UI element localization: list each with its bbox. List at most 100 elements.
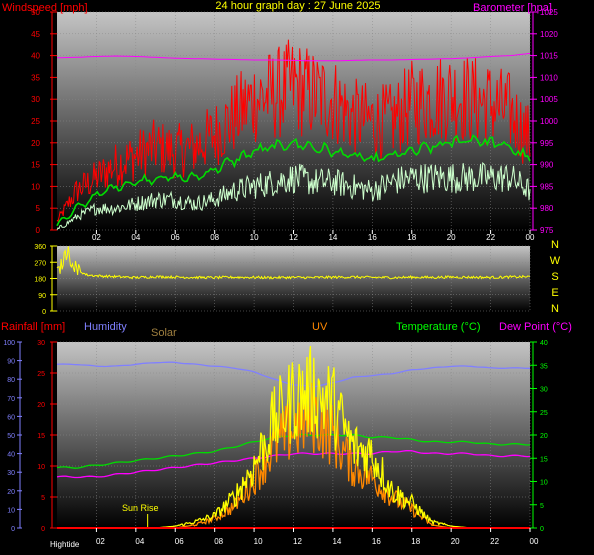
rain-y-tick-label: 5 bbox=[41, 495, 45, 502]
wind-series-baro bbox=[56, 52, 531, 62]
wind-y-tick-label: 10 bbox=[31, 182, 40, 191]
uv-axis-label: UV bbox=[312, 321, 328, 333]
wind-y-tick-label: 25 bbox=[31, 117, 40, 126]
weather-x-tick-label: 14 bbox=[332, 537, 341, 546]
solar-axis-label: Solar bbox=[151, 327, 177, 339]
direction-y-tick-label: 180 bbox=[34, 277, 46, 284]
wind-y-tick-label: 40 bbox=[31, 52, 40, 61]
direction-y-tick-label: 360 bbox=[34, 244, 46, 251]
temperature-y-tick-label: 0 bbox=[540, 526, 544, 533]
rain-y-tick-label: 0 bbox=[41, 526, 45, 533]
wind-y-tick-label: 50 bbox=[31, 8, 40, 17]
humidity-y-tick-label: 0 bbox=[11, 526, 15, 533]
wind-y-tick-label: 20 bbox=[31, 139, 40, 148]
wind-x-tick-label: 14 bbox=[328, 233, 337, 242]
humidity-y-tick-label: 60 bbox=[7, 414, 15, 421]
wind-x-ticks: 02 04 06 08 10 12 14 16 18 20 22 00 bbox=[92, 230, 535, 242]
rainfall-axis-label: Rainfall [mm] bbox=[1, 321, 65, 333]
temperature-y-tick-label: 25 bbox=[540, 410, 548, 417]
weather-x-tick-label: 12 bbox=[293, 537, 302, 546]
wind-x-tick-label: 10 bbox=[250, 233, 259, 242]
rain-y-tick-label: 10 bbox=[37, 464, 45, 471]
baro-y-tick-label: 985 bbox=[540, 182, 554, 191]
windspeed-axis-label: Windspeed [mph] bbox=[2, 2, 88, 14]
temperature-y-tick-label: 10 bbox=[540, 480, 548, 487]
temperature-y-tick-label: 15 bbox=[540, 456, 548, 463]
sunrise-annotation: Sun Rise bbox=[122, 503, 159, 513]
temperature-y-tick-label: 5 bbox=[540, 503, 544, 510]
rain-y-ticks: 0 5 10 15 20 25 30 bbox=[37, 340, 57, 533]
wind-x-tick-label: 00 bbox=[526, 233, 535, 242]
baro-y-tick-label: 975 bbox=[540, 226, 554, 235]
wind-x-tick-label: 18 bbox=[407, 233, 416, 242]
temperature-axis-label: Temperature (°C) bbox=[396, 321, 480, 333]
direction-letter: E bbox=[551, 287, 558, 299]
baro-y-ticks: 975 980 985 990 995 1000 1005 1010 1015 1020 1025 bbox=[530, 8, 558, 235]
wind-y-tick-label: 0 bbox=[36, 226, 41, 235]
humidity-y-tick-label: 90 bbox=[7, 359, 15, 366]
baro-y-tick-label: 1000 bbox=[540, 117, 558, 126]
wind-y-ticks: 0 5 10 15 20 25 30 35 40 45 50 bbox=[31, 8, 57, 235]
humidity-y-tick-label: 80 bbox=[7, 377, 15, 384]
wind-direction-series bbox=[56, 246, 530, 280]
weather-x-tick-label: 18 bbox=[411, 537, 420, 546]
temperature-y-tick-label: 20 bbox=[540, 433, 548, 440]
direction-letter: N bbox=[551, 239, 559, 251]
weather-x-tick-label: 16 bbox=[372, 537, 381, 546]
barometer-axis-label: Barometer [hpa] bbox=[473, 2, 552, 14]
rain-y-tick-label: 15 bbox=[37, 433, 45, 440]
rain-y-tick-label: 30 bbox=[37, 340, 45, 347]
wind-y-tick-label: 15 bbox=[31, 161, 40, 170]
wind-x-tick-label: 04 bbox=[131, 233, 140, 242]
weather-x-tick-label: 22 bbox=[490, 537, 499, 546]
temperature-y-tick-label: 30 bbox=[540, 387, 548, 394]
direction-letter: N bbox=[551, 303, 559, 315]
weather-x-tick-label: 10 bbox=[254, 537, 263, 546]
weather-x-ticks: 02 04 06 08 10 12 14 16 18 20 22 00 bbox=[95, 528, 539, 546]
wind-series-avg bbox=[56, 134, 531, 227]
wind-series bbox=[56, 39, 531, 231]
temperature-y-ticks: 0 5 10 15 20 25 30 35 40 bbox=[530, 340, 548, 533]
wind-x-tick-label: 20 bbox=[447, 233, 456, 242]
humidity-y-tick-label: 10 bbox=[7, 507, 15, 514]
direction-letter: W bbox=[550, 255, 561, 267]
wind-x-tick-label: 12 bbox=[289, 233, 298, 242]
temperature-y-tick-label: 40 bbox=[540, 340, 548, 347]
baro-y-tick-label: 995 bbox=[540, 139, 554, 148]
rain-y-tick-label: 20 bbox=[37, 402, 45, 409]
wind-x-tick-label: 02 bbox=[92, 233, 101, 242]
baro-y-tick-label: 990 bbox=[540, 161, 554, 170]
baro-y-tick-label: 1015 bbox=[540, 52, 558, 61]
hightide-label: Hightide bbox=[50, 540, 80, 549]
humidity-y-tick-label: 40 bbox=[7, 452, 15, 459]
direction-y-ticks: 0 90 180 270 360 bbox=[34, 244, 57, 316]
direction-y-tick-label: 0 bbox=[42, 309, 46, 316]
weather-series-dewpoint bbox=[56, 449, 531, 479]
humidity-y-ticks: 0 10 20 30 40 50 60 70 80 90 100 bbox=[3, 340, 22, 533]
rain-y-tick-label: 25 bbox=[37, 371, 45, 378]
humidity-y-tick-label: 100 bbox=[3, 340, 15, 347]
humidity-axis-label: Humidity bbox=[84, 321, 127, 333]
direction-letter: S bbox=[551, 271, 558, 283]
wind-x-tick-label: 08 bbox=[210, 233, 219, 242]
direction-grid bbox=[57, 245, 531, 312]
dewpoint-axis-label: Dew Point (°C) bbox=[499, 321, 572, 333]
wind-series-gust bbox=[56, 39, 531, 222]
wind-y-tick-label: 35 bbox=[31, 73, 40, 82]
wind-x-tick-label: 16 bbox=[368, 233, 377, 242]
humidity-y-tick-label: 30 bbox=[7, 470, 15, 477]
weather-x-tick-label: 06 bbox=[175, 537, 184, 546]
baro-y-tick-label: 1025 bbox=[540, 8, 558, 17]
chart-title: 24 hour graph day : 27 June 2025 bbox=[215, 0, 380, 12]
weather-x-tick-label: 08 bbox=[214, 537, 223, 546]
wind-y-tick-label: 5 bbox=[36, 204, 41, 213]
wind-y-tick-label: 30 bbox=[31, 95, 40, 104]
humidity-y-tick-label: 70 bbox=[7, 396, 15, 403]
humidity-y-tick-label: 20 bbox=[7, 489, 15, 496]
temperature-y-tick-label: 35 bbox=[540, 363, 548, 370]
weather-x-tick-label: 02 bbox=[96, 537, 105, 546]
direction-series bbox=[56, 246, 530, 280]
